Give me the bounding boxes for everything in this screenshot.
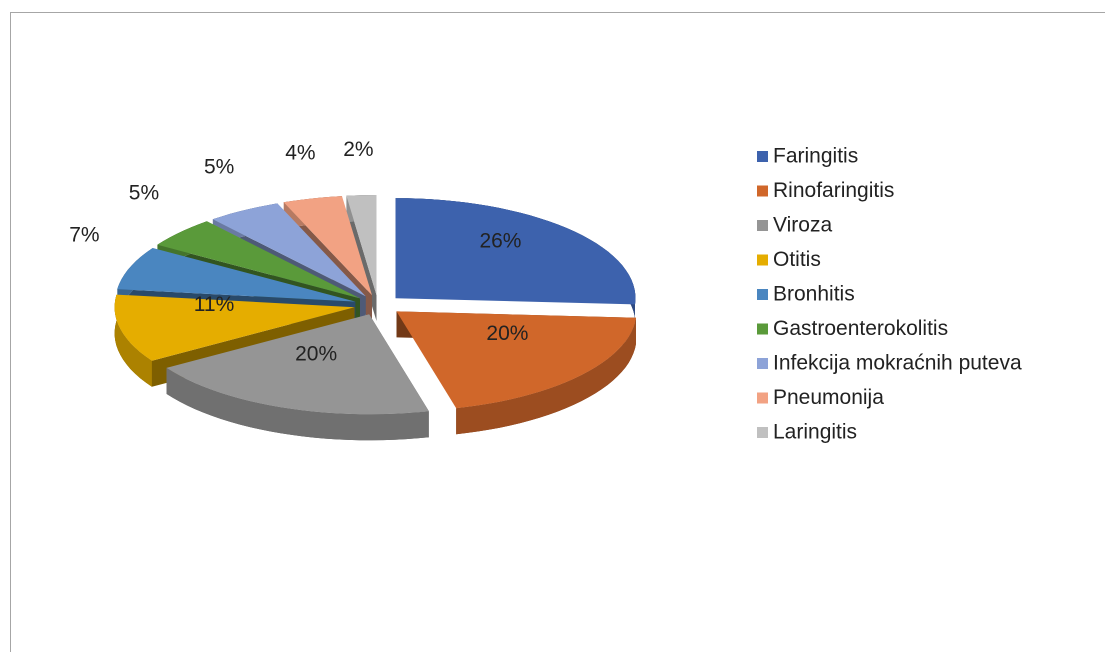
data-label: 20% (295, 343, 337, 366)
legend-label: Faringitis (773, 145, 858, 168)
legend-swatch (757, 427, 768, 438)
slice (346, 195, 377, 295)
data-label: 4% (285, 142, 315, 165)
slice (117, 248, 356, 302)
data-label: 5% (129, 182, 159, 205)
legend-swatch (757, 289, 768, 300)
slice-wall (456, 317, 636, 435)
slice (283, 196, 372, 296)
legend-label: Laringitis (773, 421, 857, 444)
slice-side (114, 294, 355, 387)
legend-swatch (757, 254, 768, 266)
legend-swatch (757, 185, 768, 197)
slice (212, 203, 366, 297)
legend-swatch (757, 358, 768, 369)
legend-label: Otitis (773, 248, 821, 271)
legend-swatch (757, 323, 768, 335)
slice (395, 198, 636, 305)
slice (114, 294, 355, 361)
data-label: 20% (486, 322, 528, 345)
data-label: 2% (343, 138, 373, 161)
slice (396, 311, 636, 409)
data-label: 5% (204, 156, 234, 179)
legend-label: Infekcija mokraćnih puteva (773, 352, 1022, 375)
slice-wall (114, 294, 152, 387)
legend-label: Pneumonija (773, 386, 884, 409)
legend-swatch (757, 151, 768, 162)
legend-swatch (757, 220, 768, 231)
data-label: 11% (194, 293, 234, 316)
legend-label: Rinofaringitis (773, 179, 894, 202)
legend-label: Bronhitis (773, 283, 855, 306)
slice-wall (166, 367, 429, 441)
legend-label: Viroza (773, 214, 832, 237)
data-label: 7% (69, 224, 99, 247)
slice (157, 221, 360, 299)
legend-label: Gastroenterokolitis (773, 317, 948, 340)
legend-swatch (757, 392, 768, 404)
data-label: 26% (479, 230, 521, 253)
slice (166, 314, 429, 415)
